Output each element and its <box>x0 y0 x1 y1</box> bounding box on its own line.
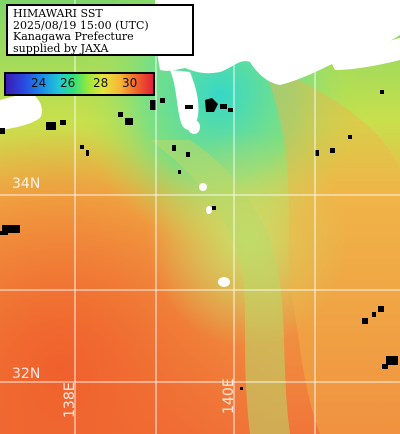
land-west <box>0 92 42 130</box>
land-niijima <box>199 183 207 191</box>
temperature-colorbar: 24 26 28 30 <box>4 72 155 96</box>
colorbar-tick-26: 26 <box>60 76 76 90</box>
land-hachijojima <box>218 277 230 287</box>
cloud-mask <box>0 90 398 390</box>
land-boso-peninsula <box>255 55 279 82</box>
land-oshima <box>188 120 200 134</box>
land-miyakejima <box>206 206 212 214</box>
region-name: Kanagawa Prefecture <box>13 30 134 43</box>
land-izu-peninsula <box>170 70 199 130</box>
land-honshu <box>155 0 400 85</box>
latitude-label-32n: 32N <box>12 366 41 382</box>
colorbar-tick-24: 24 <box>31 76 47 90</box>
land-east-coast <box>330 38 400 70</box>
latitude-label-34n: 34N <box>12 176 41 192</box>
info-header: HIMAWARI SST 2025/08/19 15:00 (UTC) Kana… <box>6 4 194 56</box>
product-title: HIMAWARI SST <box>13 7 103 20</box>
warm-east-patch <box>260 60 400 434</box>
longitude-label-140e: 140E <box>221 378 237 414</box>
timestamp: 2025/08/19 15:00 (UTC) <box>13 18 149 32</box>
colorbar-tick-30: 30 <box>122 76 138 90</box>
supplier-credit: supplied by JAXA <box>13 41 109 55</box>
cool-current-band <box>150 140 290 434</box>
longitude-label-138e: 138E <box>62 382 78 418</box>
colorbar-tick-28: 28 <box>93 76 109 90</box>
